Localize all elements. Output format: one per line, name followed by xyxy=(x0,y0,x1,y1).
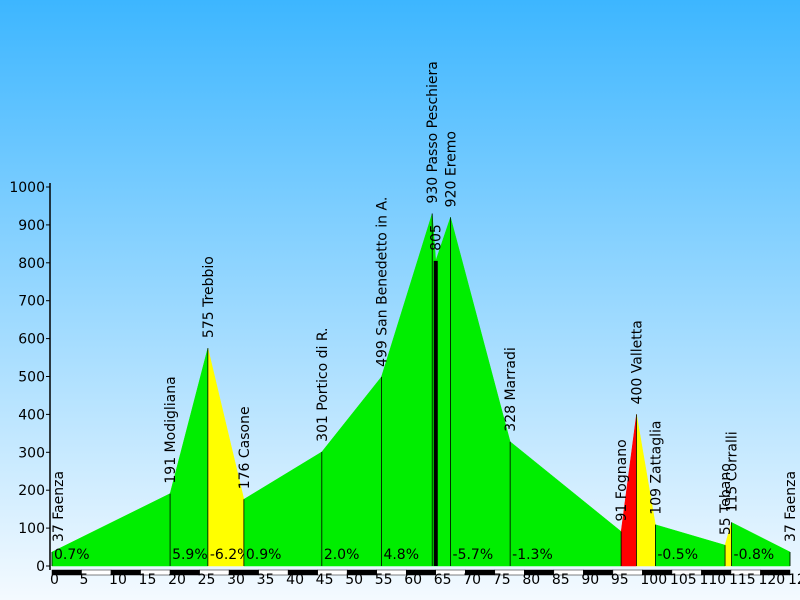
gradient-label: -0.5% xyxy=(657,547,698,563)
point-label: 920 Eremo xyxy=(444,131,460,207)
y-tick-label: 800 xyxy=(18,256,45,272)
point-label: 191 Modigliana xyxy=(163,376,179,483)
x-tick-label: 30 xyxy=(227,572,245,588)
point-label: 400 Valletta xyxy=(629,320,645,404)
y-tick-label: 300 xyxy=(18,445,45,461)
point-label: 55 Tebano xyxy=(718,463,734,535)
profile-segment xyxy=(435,217,451,567)
gradient-label: -0.8% xyxy=(734,547,775,563)
x-tick-label: 5 xyxy=(80,572,89,588)
gradient-label: 2.0% xyxy=(324,547,360,563)
point-label: 37 Faenza xyxy=(783,471,799,542)
x-tick-label: 65 xyxy=(434,572,452,588)
x-tick-label: 100 xyxy=(640,572,667,588)
point-label: 575 Trebbio xyxy=(201,256,217,338)
y-tick-label: 600 xyxy=(18,332,45,348)
x-tick-label: 45 xyxy=(316,572,334,588)
point-label: 91 Fognano xyxy=(614,439,630,521)
x-tick-label: 15 xyxy=(139,572,157,588)
x-tick-label: 10 xyxy=(109,572,127,588)
y-tick-label: 700 xyxy=(18,294,45,310)
x-tick-label: 50 xyxy=(345,572,363,588)
gradient-label: 0.7% xyxy=(54,547,90,563)
x-tick-label: 0 xyxy=(50,572,59,588)
point-label: 109 Zattaglia xyxy=(648,421,664,515)
gradient-label: -6.2% xyxy=(210,547,251,563)
y-tick-label: 100 xyxy=(18,521,45,537)
x-tick-label: 40 xyxy=(286,572,304,588)
gradient-label: 4.8% xyxy=(383,547,419,563)
x-tick-label: 120 xyxy=(758,572,785,588)
x-tick-label: 55 xyxy=(375,572,393,588)
point-label: 115 Corralli xyxy=(725,431,741,512)
x-tick-label: 105 xyxy=(670,572,697,588)
point-label: 805 xyxy=(429,224,445,251)
gradient-label: 0.9% xyxy=(246,547,282,563)
y-tick-label: 400 xyxy=(18,407,45,423)
point-label: 37 Faenza xyxy=(51,471,67,542)
x-tick-label: 125 xyxy=(788,572,800,588)
x-tick-label: 85 xyxy=(552,572,570,588)
gradient-label: 5.9% xyxy=(172,547,208,563)
point-label: 930 Passo Peschiera xyxy=(425,61,441,203)
point-label: 328 Marradi xyxy=(503,347,519,431)
x-tick-label: 110 xyxy=(699,572,726,588)
y-tick-label: 200 xyxy=(18,483,45,499)
x-tick-label: 35 xyxy=(257,572,275,588)
point-label: 176 Casone xyxy=(237,406,253,489)
y-tick-label: 1000 xyxy=(9,180,45,196)
x-tick-label: 80 xyxy=(522,572,540,588)
point-label: 301 Portico di R. xyxy=(315,327,331,441)
gradient-label: -5.7% xyxy=(453,547,494,563)
x-tick-label: 25 xyxy=(198,572,216,588)
x-tick-label: 60 xyxy=(404,572,422,588)
point-label: 499 San Benedetto in A. xyxy=(374,197,390,367)
y-tick-label: 900 xyxy=(18,218,45,234)
x-tick-label: 70 xyxy=(463,572,481,588)
y-tick-label: 0 xyxy=(36,559,45,575)
x-tick-label: 90 xyxy=(581,572,599,588)
scale-bar xyxy=(760,569,791,576)
x-tick-label: 95 xyxy=(611,572,629,588)
gradient-label: -1.3% xyxy=(512,547,553,563)
x-tick-label: 75 xyxy=(493,572,511,588)
x-tick-label: 20 xyxy=(168,572,186,588)
y-tick-label: 500 xyxy=(18,370,45,386)
x-tick-label: 115 xyxy=(729,572,756,588)
